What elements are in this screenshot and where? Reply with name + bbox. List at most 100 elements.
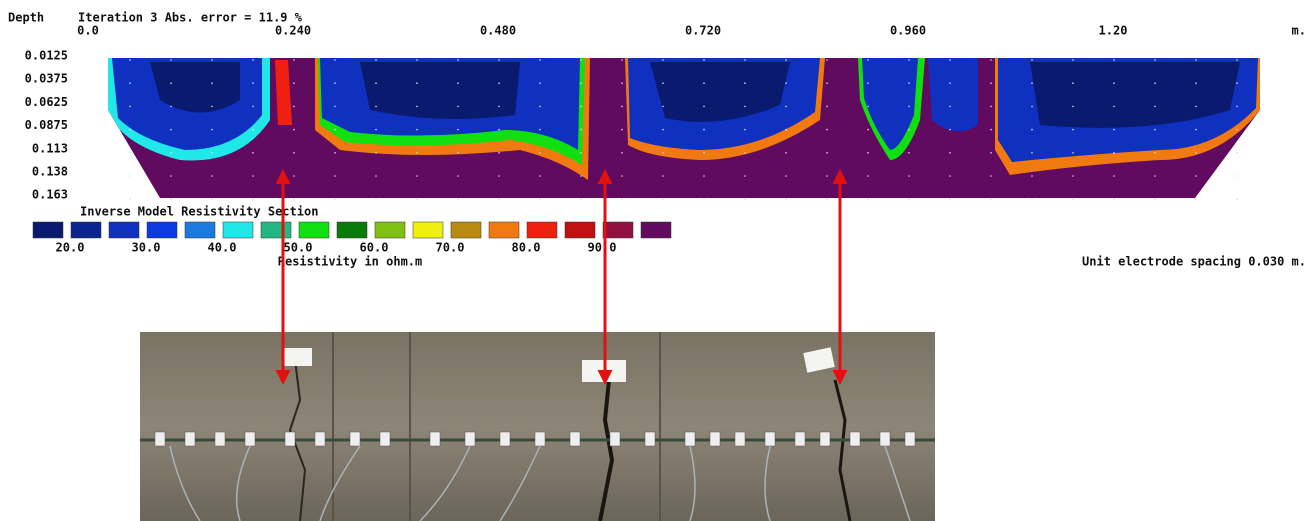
grid-dot [1236, 82, 1238, 84]
grid-dot [867, 105, 869, 108]
grid-dot [580, 175, 582, 177]
depth-tick-label: 0.113 [32, 141, 68, 155]
grid-dot [334, 105, 336, 108]
grid-dot [539, 105, 541, 108]
x-tick-label: 0.0 [77, 24, 99, 38]
grid-dot [1072, 82, 1074, 84]
grid-dot [703, 128, 705, 131]
grid-dot [662, 175, 664, 177]
grid-dot [539, 152, 541, 154]
grid-dot [908, 175, 910, 177]
grid-dot [375, 128, 377, 131]
grid-dot [293, 152, 295, 154]
grid-dot [170, 175, 172, 177]
arrows [275, 169, 848, 385]
grid-dot [703, 152, 705, 154]
grid-dot [457, 128, 459, 131]
grid-dot [580, 128, 582, 131]
grid-dot [949, 105, 951, 108]
grid-dot [334, 175, 336, 177]
grid-dot [1031, 105, 1033, 108]
grid-dot [949, 175, 951, 177]
legend-swatch [412, 221, 444, 239]
grid-dot [1195, 59, 1197, 61]
grid-dot [826, 128, 828, 131]
legend-label: 80.0 [512, 241, 541, 255]
grid-dot [211, 152, 213, 154]
legend-label: 90.0 [588, 241, 617, 255]
x-tick-label: 0.240 [275, 24, 311, 38]
grid-dot [662, 152, 664, 154]
grid-dot [826, 82, 828, 84]
grid-dot [375, 175, 377, 177]
grid-dot [1154, 152, 1156, 154]
grid-dot [1236, 105, 1238, 108]
depth-tick-label: 0.163 [32, 188, 68, 202]
depth-tick-label: 0.0625 [25, 95, 68, 109]
grid-dot [744, 198, 746, 200]
grid-dot [129, 175, 131, 177]
grid-dot [1236, 152, 1238, 154]
grid-dot [908, 152, 910, 154]
grid-dot [621, 198, 623, 200]
grid-dot [744, 128, 746, 131]
grid-dot [1236, 198, 1238, 200]
grid-dot [908, 59, 910, 61]
grid-dot [498, 198, 500, 200]
grid-dot [334, 82, 336, 84]
grid-dot [949, 82, 951, 84]
grid-dot [826, 198, 828, 200]
legend-swatch [184, 221, 216, 239]
grid-dot [375, 59, 377, 61]
x-tick-label: 0.720 [685, 24, 721, 38]
grid-dot [908, 198, 910, 200]
grid-dot [539, 59, 541, 61]
legend-title: Inverse Model Resistivity Section [80, 205, 318, 219]
grid-dot [457, 152, 459, 154]
grid-dot [252, 82, 254, 84]
legend-unit: Resistivity in ohm.m [278, 255, 423, 269]
grid-dot [1113, 105, 1115, 108]
grid-dot [949, 128, 951, 131]
legend-label: 20.0 [56, 241, 85, 255]
legend-swatch [450, 221, 482, 239]
grid-dot [498, 128, 500, 131]
grid-dot [252, 59, 254, 61]
legend-swatch [70, 221, 102, 239]
grid-dot [785, 175, 787, 177]
grid-dot [580, 59, 582, 61]
grid-dot [293, 198, 295, 200]
grid-dot [1236, 128, 1238, 131]
grid-dot [129, 128, 131, 131]
legend-swatch [526, 221, 558, 239]
grid-dot [334, 198, 336, 200]
grid-dot [744, 105, 746, 108]
legend-swatch [222, 221, 254, 239]
grid-dot [1031, 59, 1033, 61]
grid-dot [375, 82, 377, 84]
grid-dot [867, 175, 869, 177]
grid-dot [498, 59, 500, 61]
grid-dot [170, 152, 172, 154]
grid-dot [211, 128, 213, 131]
grid-dot [826, 105, 828, 108]
grid-dot [867, 198, 869, 200]
depth-tick-label: 0.0125 [25, 49, 68, 63]
grid-dot [580, 82, 582, 84]
grid-dot [170, 128, 172, 131]
legend-swatch [374, 221, 406, 239]
grid-dot [252, 175, 254, 177]
depth-tick-label: 0.138 [32, 165, 68, 179]
grid-dot [1154, 59, 1156, 61]
grid-dot [1154, 198, 1156, 200]
grid-dot [990, 105, 992, 108]
grid-dot [703, 175, 705, 177]
grid-dot [1072, 128, 1074, 131]
legend-swatch [32, 221, 64, 239]
grid-dot [1113, 175, 1115, 177]
grid-dot [1113, 128, 1115, 131]
grid-dot [621, 105, 623, 108]
legend-swatch [146, 221, 178, 239]
grid-dot [129, 59, 131, 61]
